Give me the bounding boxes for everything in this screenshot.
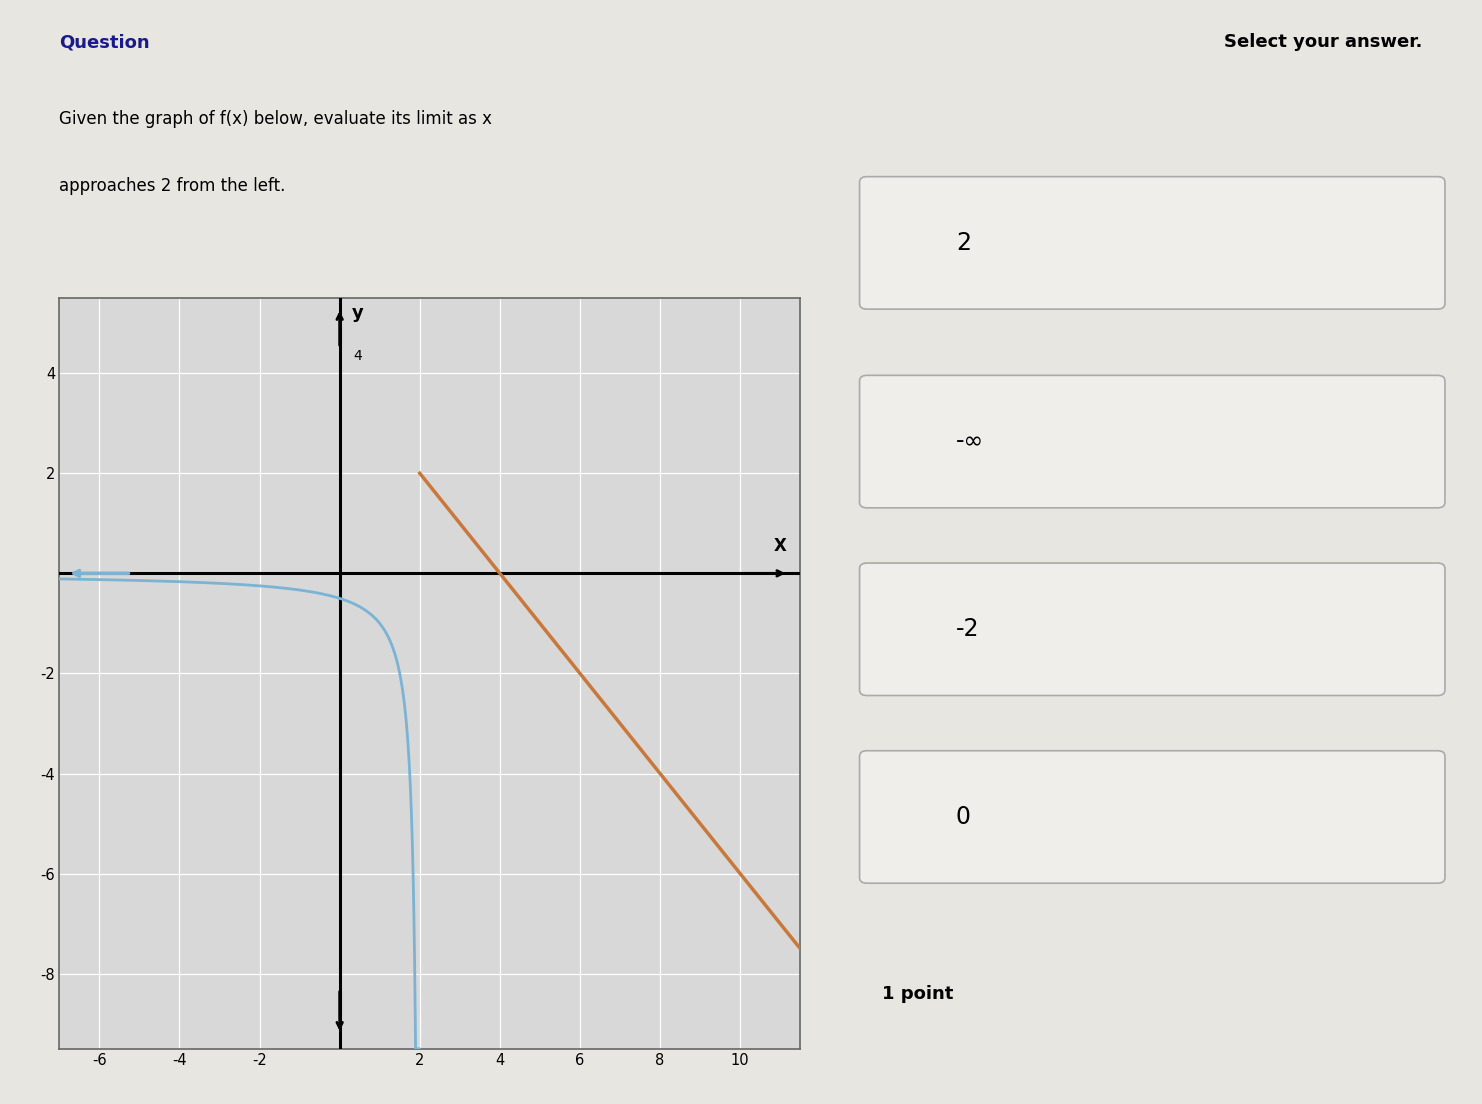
Text: Given the graph of f(x) below, evaluate its limit as x: Given the graph of f(x) below, evaluate … — [59, 110, 492, 128]
Text: approaches 2 from the left.: approaches 2 from the left. — [59, 177, 286, 194]
Text: Question: Question — [59, 33, 150, 51]
Text: Select your answer.: Select your answer. — [1224, 33, 1423, 51]
Text: -2: -2 — [956, 617, 980, 641]
Text: y: y — [351, 304, 363, 322]
Text: 4: 4 — [353, 349, 362, 363]
Text: 0: 0 — [956, 805, 971, 829]
Text: 1 point: 1 point — [882, 985, 953, 1002]
Text: X: X — [774, 537, 787, 555]
Text: -∞: -∞ — [956, 429, 984, 454]
Text: 2: 2 — [956, 231, 971, 255]
